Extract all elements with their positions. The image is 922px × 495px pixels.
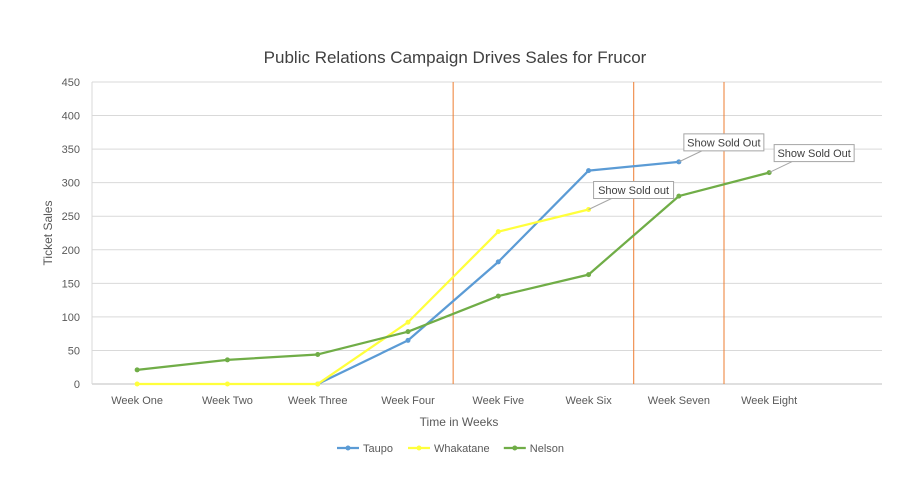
y-tick-label: 300: [62, 178, 80, 190]
data-point: [676, 193, 682, 199]
y-tick-label: 450: [62, 77, 80, 89]
legend-label: Taupo: [363, 443, 393, 455]
data-point: [586, 272, 592, 278]
y-tick-label: 200: [62, 245, 80, 257]
vertical-markers: [452, 82, 725, 384]
gridlines: [91, 81, 882, 385]
legend-swatch-marker: [345, 445, 351, 451]
data-point: [495, 259, 501, 265]
y-tick-label: 250: [62, 211, 80, 223]
chart-title: Public Relations Campaign Drives Sales f…: [264, 48, 647, 67]
y-tick-label: 400: [62, 111, 80, 123]
annotation-box: [593, 181, 675, 200]
annotation-box: [683, 133, 765, 152]
series-lines: [134, 159, 772, 387]
data-point: [495, 293, 501, 299]
data-point: [134, 367, 140, 373]
y-tick-label: 50: [68, 345, 80, 357]
series-line: [137, 171, 770, 372]
x-tick-label: Week Four: [381, 395, 435, 407]
x-tick-label: Week Two: [202, 395, 253, 407]
legend-swatch-marker: [512, 445, 518, 451]
data-point: [315, 381, 321, 387]
annotation-label: Show Sold Out: [777, 148, 850, 160]
data-point: [405, 319, 411, 325]
legend-label: Whakatane: [434, 443, 490, 455]
annotation-label: Show Sold out: [598, 185, 669, 197]
x-tick-label: Week One: [111, 395, 163, 407]
y-tick-label: 0: [74, 379, 80, 391]
x-tick-label: Week Eight: [741, 395, 797, 407]
x-axis-ticks: Week One Week Two Week Three Week Four Week …: [111, 395, 797, 407]
x-tick-label: Week Six: [565, 395, 612, 407]
data-point: [315, 351, 321, 357]
annotation-leader: [588, 198, 612, 210]
data-point: [586, 168, 592, 174]
annotation-label: Show Sold Out: [687, 137, 760, 149]
y-tick-label: 100: [62, 312, 80, 324]
y-axis-title: Ticket Sales: [41, 201, 55, 266]
x-tick-label: Week Three: [288, 395, 348, 407]
series-line: [137, 208, 589, 386]
annotation-leader: [678, 150, 703, 163]
y-axis-ticks: 0 50 100 150 200 250 300 350 400 450: [62, 77, 80, 391]
legend-swatch-marker: [416, 445, 422, 451]
x-axis-title: Time in Weeks: [420, 415, 499, 429]
data-point: [134, 381, 140, 387]
x-tick-label: Week Five: [472, 395, 524, 407]
data-point: [405, 337, 411, 343]
annotations: Show Sold out Show Sold Out Show Sold Out: [588, 133, 855, 210]
legend-label: Nelson: [530, 443, 564, 455]
data-point: [224, 357, 230, 363]
legend: Taupo Whakatane Nelson: [337, 443, 564, 455]
data-point: [224, 381, 230, 387]
data-point: [495, 229, 501, 235]
y-tick-label: 150: [62, 278, 80, 290]
x-tick-label: Week Seven: [648, 395, 710, 407]
annotation-box: [773, 144, 855, 163]
y-tick-label: 350: [62, 144, 80, 156]
annotation-leader: [768, 161, 793, 174]
data-point: [405, 329, 411, 335]
